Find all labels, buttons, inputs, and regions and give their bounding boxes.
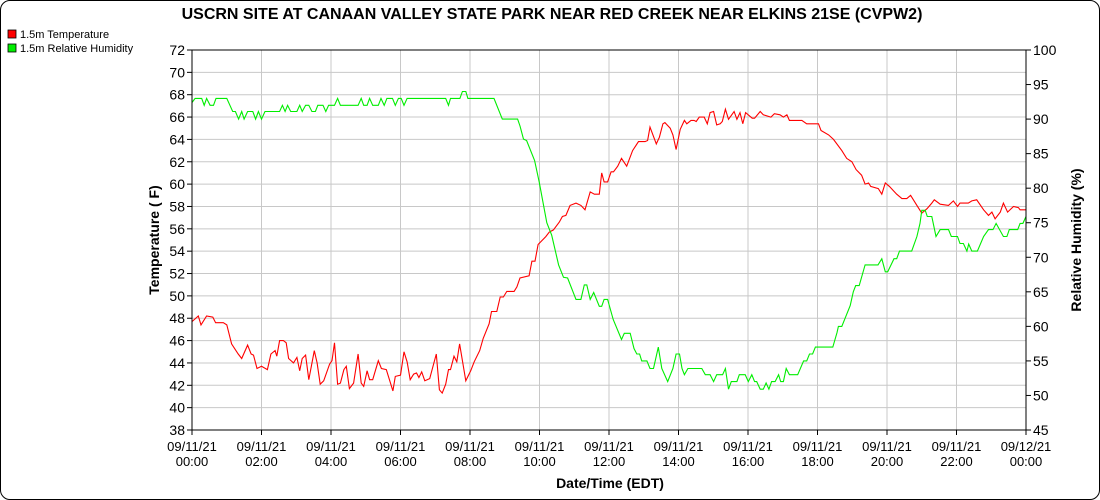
- x-tick-date: 09/11/21: [932, 439, 982, 454]
- y-tick-label: 66: [169, 109, 185, 125]
- x-tick-date: 09/11/21: [167, 439, 217, 454]
- y2-tick-label: 55: [1033, 353, 1049, 369]
- axes: 38 40 42 44 46 48 50 52 54 56 58 60 62 64 66 68 70 72 45 50…: [167, 42, 1056, 469]
- y2-tick-label: 100: [1033, 42, 1057, 58]
- y-tick-label: 46: [169, 333, 185, 349]
- y-axis-label: Temperature ( F): [146, 185, 162, 294]
- x-tick-date: 09/11/21: [793, 439, 843, 454]
- grid: [192, 49, 1026, 431]
- y2-tick-label: 95: [1033, 77, 1049, 93]
- x-tick-date: 09/11/21: [723, 439, 773, 454]
- temperature-line: [191, 107, 1026, 395]
- y-tick-label: 44: [169, 355, 185, 371]
- humidity-line: [191, 90, 1027, 391]
- series-lines: [191, 90, 1027, 395]
- y-tick-label: 62: [169, 154, 185, 170]
- x-tick-date: 09/11/21: [445, 439, 495, 454]
- x-axis-label: Date/Time (EDT): [556, 475, 664, 491]
- x-tick-time: 06:00: [384, 454, 417, 469]
- x-tick-date: 09/11/21: [376, 439, 426, 454]
- x-tick-time: 16:00: [732, 454, 765, 469]
- y2-tick-label: 50: [1033, 387, 1049, 403]
- y2-axis-label: Relative Humidity (%): [1068, 168, 1084, 311]
- legend-label-temperature: 1.5m Temperature: [20, 29, 109, 41]
- x-tick-time: 18:00: [801, 454, 834, 469]
- y2-tick-label: 80: [1033, 180, 1049, 196]
- x-tick-date: 09/11/21: [515, 439, 565, 454]
- y-tick-label: 40: [169, 400, 185, 416]
- x-tick-date: 09/11/21: [584, 439, 634, 454]
- y-tick-label: 42: [169, 377, 185, 393]
- chart-title: USCRN SITE AT CANAAN VALLEY STATE PARK N…: [182, 6, 923, 23]
- legend-swatch-humidity: [7, 43, 17, 53]
- y-tick-label: 54: [169, 243, 185, 259]
- x-tick-time: 10:00: [523, 454, 556, 469]
- x-tick-date: 09/11/21: [862, 439, 912, 454]
- x-tick-date: 09/12/21: [1001, 439, 1052, 454]
- y-tick-label: 58: [169, 198, 185, 214]
- legend-label-humidity: 1.5m Relative Humidity: [20, 43, 134, 55]
- y2-tick-label: 65: [1033, 284, 1049, 300]
- x-tick-time: 02:00: [245, 454, 278, 469]
- x-tick-time: 00:00: [176, 454, 209, 469]
- y-tick-label: 38: [169, 422, 185, 438]
- x-tick-time: 08:00: [454, 454, 487, 469]
- y2-tick-label: 60: [1033, 318, 1049, 334]
- y-tick-label: 68: [169, 87, 185, 103]
- y2-tick-label: 45: [1033, 422, 1049, 438]
- y-tick-label: 70: [169, 64, 185, 80]
- y-tick-label: 52: [169, 266, 185, 282]
- y2-tick-label: 70: [1033, 249, 1049, 265]
- y2-tick-label: 85: [1033, 146, 1049, 162]
- x-tick-time: 20:00: [871, 454, 904, 469]
- y-tick-label: 64: [169, 131, 185, 147]
- x-tick-time: 12:00: [593, 454, 626, 469]
- x-tick-time: 22:00: [940, 454, 973, 469]
- y-tick-label: 56: [169, 221, 185, 237]
- legend-swatch-temperature: [7, 29, 17, 39]
- y-tick-label: 48: [169, 310, 185, 326]
- y-tick-label: 72: [169, 42, 185, 58]
- x-tick-date: 09/11/21: [237, 439, 287, 454]
- y2-tick-label: 90: [1033, 111, 1049, 127]
- y-tick-label: 60: [169, 176, 185, 192]
- x-tick-time: 14:00: [662, 454, 695, 469]
- x-tick-time: 04:00: [315, 454, 348, 469]
- x-tick-date: 09/11/21: [306, 439, 356, 454]
- x-tick-date: 09/11/21: [654, 439, 704, 454]
- y-tick-label: 50: [169, 288, 185, 304]
- legend: 1.5m Temperature 1.5m Relative Humidity: [7, 29, 134, 55]
- y2-tick-label: 75: [1033, 215, 1049, 231]
- x-tick-time: 00:00: [1010, 454, 1043, 469]
